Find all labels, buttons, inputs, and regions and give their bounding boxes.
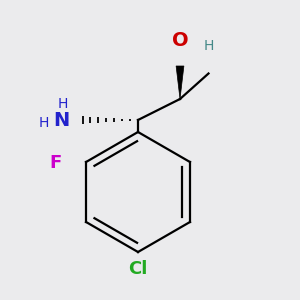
Text: H: H bbox=[58, 97, 68, 110]
Text: H: H bbox=[38, 116, 49, 130]
Text: N: N bbox=[53, 110, 70, 130]
Text: F: F bbox=[50, 154, 61, 172]
Polygon shape bbox=[176, 66, 184, 99]
Text: O: O bbox=[172, 31, 188, 50]
Text: Cl: Cl bbox=[128, 260, 148, 278]
Text: H: H bbox=[203, 40, 214, 53]
